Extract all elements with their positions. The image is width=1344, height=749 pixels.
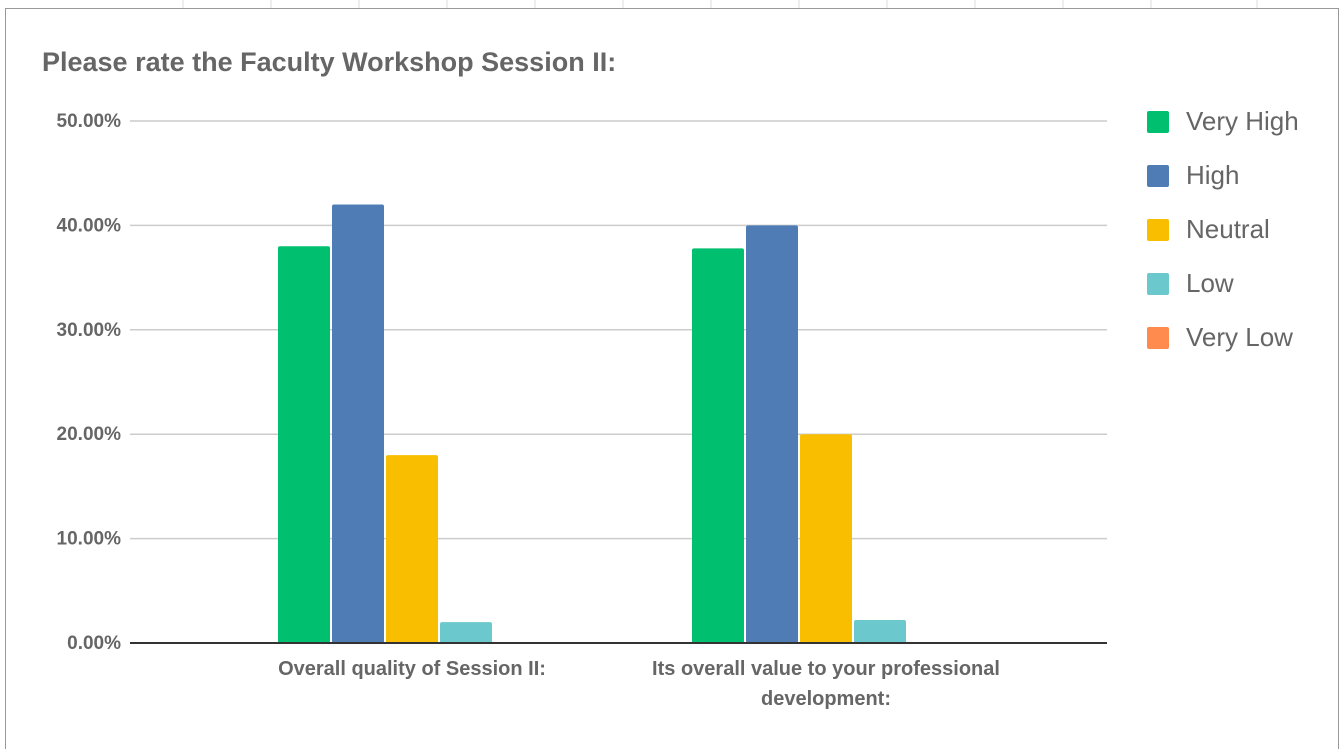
legend-swatch <box>1147 327 1169 349</box>
legend-swatch <box>1147 111 1169 133</box>
x-tick-label: Overall quality of Session II: <box>278 658 546 680</box>
legend-label: Very Low <box>1186 322 1293 352</box>
x-tick-label: Its overall value to your professional d… <box>652 658 1000 710</box>
chart-frame <box>5 8 1339 749</box>
bar <box>386 455 438 643</box>
y-tick-label: 50.00% <box>57 111 122 132</box>
legend-label: High <box>1186 160 1239 190</box>
legend-label: Low <box>1186 268 1234 298</box>
legend-swatch <box>1147 165 1169 187</box>
y-tick-label: 30.00% <box>57 320 122 341</box>
sheet-grid <box>182 0 1258 8</box>
bar <box>800 434 852 643</box>
chart-title: Please rate the Faculty Workshop Session… <box>42 47 616 77</box>
legend-label: Neutral <box>1186 214 1270 244</box>
y-tick-label: 10.00% <box>57 529 122 550</box>
bar <box>692 248 744 644</box>
legend-label: Very High <box>1186 106 1299 136</box>
y-tick-label: 0.00% <box>67 633 121 654</box>
y-tick-label: 20.00% <box>57 424 122 445</box>
bar <box>440 622 492 643</box>
bar <box>854 620 906 643</box>
legend-swatch <box>1147 273 1169 295</box>
bar <box>332 204 384 643</box>
bar <box>746 225 798 643</box>
bar <box>278 246 330 643</box>
legend-swatch <box>1147 219 1169 241</box>
y-tick-label: 40.00% <box>57 215 122 236</box>
